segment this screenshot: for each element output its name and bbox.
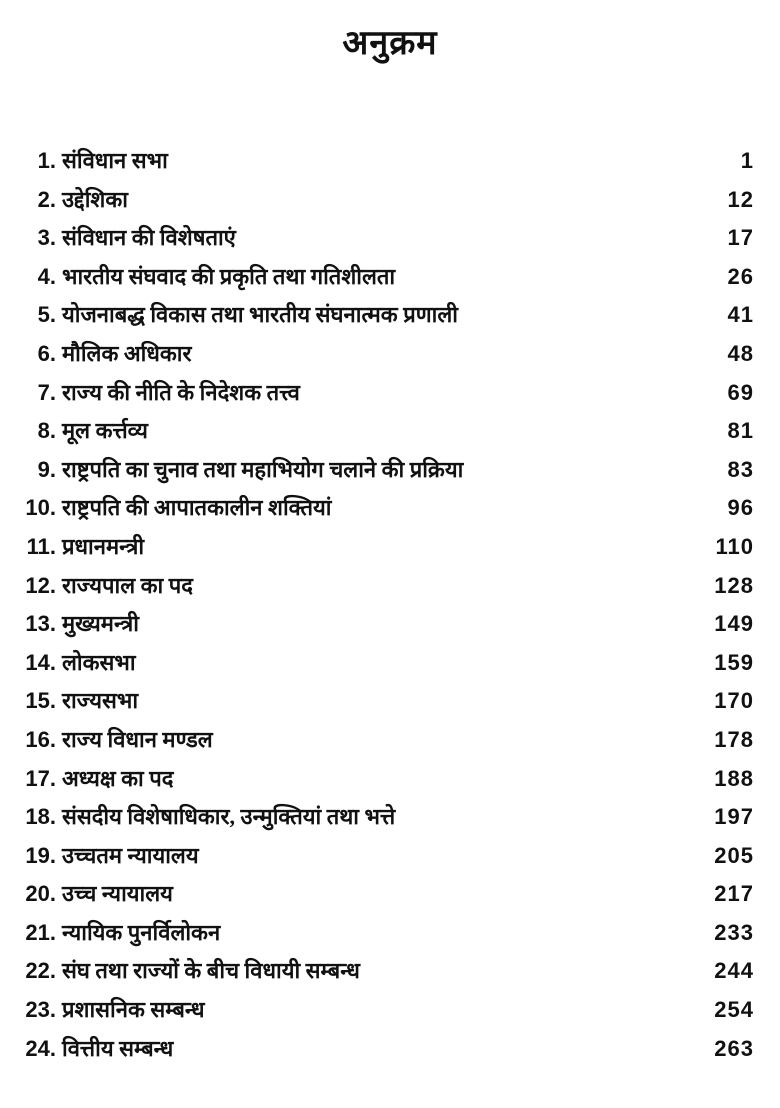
page-number: 205	[714, 842, 754, 868]
chapter-title: उच्चतम न्यायालय	[62, 842, 199, 868]
toc-entry: 2. उद्देशिका 12	[0, 181, 780, 220]
chapter-title: न्यायिक पुनर्विलोकन	[62, 919, 221, 945]
page-number: 159	[714, 649, 754, 675]
page-number: 217	[714, 881, 754, 907]
chapter-number: 21.	[25, 919, 56, 945]
page-number: 69	[727, 379, 754, 405]
chapter-title: राष्ट्रपति की आपातकालीन शक्तियां	[62, 495, 332, 521]
toc-entry: 18. संसदीय विशेषाधिकार, उन्मुक्तियां तथा …	[0, 798, 780, 837]
chapter-number: 5.	[37, 302, 56, 328]
chapter-title: मूल कर्त्तव्य	[62, 418, 148, 444]
page-number: 263	[714, 1035, 754, 1061]
page-number: 81	[727, 418, 754, 444]
chapter-number: 20.	[25, 881, 56, 907]
toc-entry: 1. संविधान सभा 1	[0, 142, 780, 181]
chapter-title: अध्यक्ष का पद	[62, 765, 174, 791]
chapter-number: 14.	[25, 649, 56, 675]
page-number: 41	[727, 302, 754, 328]
page-number: 17	[727, 225, 754, 251]
toc-entry: 23. प्रशासनिक सम्बन्ध 254	[0, 991, 780, 1030]
chapter-title: संविधान की विशेषताएं	[62, 225, 236, 251]
chapter-title: संघ तथा राज्यों के बीच विधायी सम्बन्ध	[62, 958, 360, 984]
page-number: 96	[727, 495, 754, 521]
chapter-number: 15.	[25, 688, 56, 714]
chapter-number: 2.	[37, 186, 56, 212]
page-number: 1	[740, 148, 754, 173]
chapter-number: 23.	[25, 997, 56, 1023]
chapter-number: 8.	[37, 418, 56, 444]
chapter-title: राज्य की नीति के निदेशक तत्त्व	[62, 379, 300, 405]
toc-entry: 17. अध्यक्ष का पद 188	[0, 760, 780, 799]
toc-entry: 8. मूल कर्त्तव्य 81	[0, 412, 780, 451]
page-number: 26	[727, 263, 754, 289]
chapter-number: 24.	[25, 1035, 56, 1061]
page-number: 83	[727, 456, 754, 482]
page-number: 48	[727, 340, 754, 366]
page-number: 178	[714, 726, 754, 752]
chapter-number: 13.	[25, 611, 56, 637]
chapter-title: राष्ट्रपति का चुनाव तथा महाभियोग चलाने क…	[62, 456, 464, 482]
chapter-title: उद्देशिका	[62, 186, 128, 212]
chapter-number: 12.	[25, 572, 56, 598]
page-title: अनुक्रम	[342, 25, 438, 62]
chapter-title: उच्च न्यायालय	[62, 881, 173, 907]
chapter-title: भारतीय संघवाद की प्रकृति तथा गतिशीलता	[62, 263, 396, 289]
chapter-number: 16.	[25, 726, 56, 752]
page-number: 188	[714, 765, 754, 791]
chapter-number: 18.	[25, 804, 56, 830]
page-number: 128	[714, 572, 754, 598]
toc-entry: 7. राज्य की नीति के निदेशक तत्त्व 69	[0, 374, 780, 413]
chapter-number: 3.	[37, 225, 56, 251]
toc-entry: 12. राज्यपाल का पद 128	[0, 567, 780, 606]
chapter-title: प्रधानमन्त्री	[62, 533, 145, 559]
chapter-number: 11.	[26, 533, 56, 559]
toc-entry: 22. संघ तथा राज्यों के बीच विधायी सम्बन्ध…	[0, 952, 780, 991]
toc-entry: 19. उच्चतम न्यायालय 205	[0, 837, 780, 876]
toc-entry: 16. राज्य विधान मण्डल 178	[0, 721, 780, 760]
chapter-title: मुख्यमन्त्री	[62, 611, 139, 637]
toc-entry: 21. न्यायिक पुनर्विलोकन 233	[0, 914, 780, 953]
page-number: 110	[715, 533, 754, 559]
page-number: 254	[714, 997, 754, 1023]
page-number: 12	[727, 186, 754, 212]
chapter-title: राज्य विधान मण्डल	[62, 726, 213, 752]
chapter-title: योजनाबद्ध विकास तथा भारतीय संघनात्मक प्र…	[62, 302, 458, 328]
chapter-title: राज्यसभा	[62, 688, 139, 714]
toc-entry: 14. लोकसभा 159	[0, 644, 780, 683]
toc-entry: 24. वित्तीय सम्बन्ध 263	[0, 1030, 780, 1069]
toc-entry: 3. संविधान की विशेषताएं 17	[0, 219, 780, 258]
page-number: 170	[714, 688, 754, 714]
chapter-title: राज्यपाल का पद	[62, 572, 193, 598]
chapter-number: 22.	[25, 958, 56, 984]
chapter-title: प्रशासनिक सम्बन्ध	[62, 997, 205, 1023]
toc-entry: 9. राष्ट्रपति का चुनाव तथा महाभियोग चलाने…	[0, 451, 780, 490]
chapter-number: 1.	[37, 148, 56, 173]
chapter-number: 9.	[37, 456, 56, 482]
page-number: 197	[714, 804, 754, 830]
page-number: 233	[714, 919, 754, 945]
chapter-title: संसदीय विशेषाधिकार, उन्मुक्तियां तथा भत्…	[62, 804, 396, 830]
toc-entry: 11. प्रधानमन्त्री 110	[0, 528, 780, 567]
page-number: 244	[714, 958, 754, 984]
toc-entry: 10. राष्ट्रपति की आपातकालीन शक्तियां 96	[0, 489, 780, 528]
toc-entry: 6. मौलिक अधिकार 48	[0, 335, 780, 374]
chapter-title: लोकसभा	[62, 649, 136, 675]
chapter-number: 17.	[25, 765, 56, 791]
chapter-title: संविधान सभा	[62, 148, 168, 173]
chapter-number: 10.	[25, 495, 56, 521]
chapter-number: 19.	[25, 842, 56, 868]
chapter-number: 7.	[37, 379, 56, 405]
chapter-title: मौलिक अधिकार	[62, 340, 192, 366]
table-of-contents: 1. संविधान सभा 1 2. उद्देशिका 12 3. संविधान की …	[0, 142, 780, 1068]
chapter-number: 6.	[37, 340, 56, 366]
toc-entry: 13. मुख्यमन्त्री 149	[0, 605, 780, 644]
page-number: 149	[714, 611, 754, 637]
chapter-title: वित्तीय सम्बन्ध	[62, 1035, 174, 1061]
toc-entry: 5. योजनाबद्ध विकास तथा भारतीय संघनात्मक प…	[0, 296, 780, 335]
toc-entry: 4. भारतीय संघवाद की प्रकृति तथा गतिशीलता 2…	[0, 258, 780, 297]
toc-entry: 20. उच्च न्यायालय 217	[0, 875, 780, 914]
chapter-number: 4.	[37, 263, 56, 289]
toc-entry: 15. राज्यसभा 170	[0, 682, 780, 721]
